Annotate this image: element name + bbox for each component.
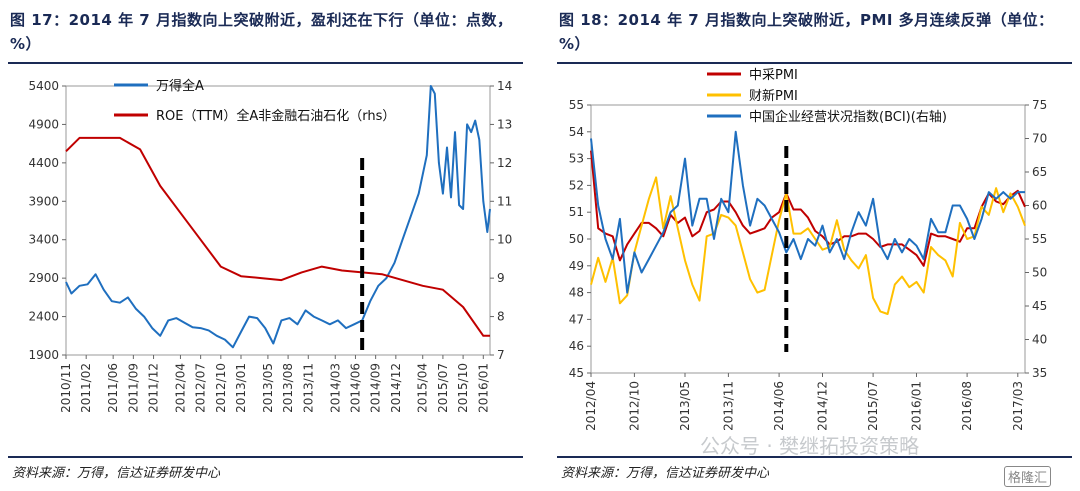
x-tick-label: 2013/11 xyxy=(721,381,735,431)
right-y-tick-label: 75 xyxy=(1032,98,1047,112)
left-y-tick-label: 45 xyxy=(569,366,584,380)
x-tick-label: 2014/12 xyxy=(815,381,829,431)
left-y-tick-label: 2400 xyxy=(28,310,59,324)
x-tick-label: 2011/12 xyxy=(147,363,161,413)
series-line-2 xyxy=(590,176,1026,315)
x-tick-label: 2014/06 xyxy=(348,363,362,413)
x-tick-label: 2012/10 xyxy=(214,363,228,413)
source-note: 资料来源：万得，信达证券研发中心 xyxy=(561,466,770,481)
right-y-tick-label: 70 xyxy=(1032,132,1047,146)
x-tick-label: 2013/01 xyxy=(234,363,248,413)
legend-label-1: 中采PMI xyxy=(749,68,798,83)
legend-label-3: 中国企业经营状况指数(BCI)(右轴) xyxy=(749,109,947,125)
x-tick-label: 2015/07 xyxy=(436,363,450,413)
source-note: 资料来源：万得，信达证券研发中心 xyxy=(12,466,221,481)
left-y-tick-label: 5400 xyxy=(28,79,59,93)
x-tick-label: 2013/08 xyxy=(281,363,295,413)
right-y-tick-label: 35 xyxy=(1032,366,1047,380)
x-tick-label: 2013/11 xyxy=(301,363,315,413)
title-rule xyxy=(557,62,1072,64)
x-tick-label: 2014/09 xyxy=(369,363,383,413)
left-y-tick-label: 4900 xyxy=(28,117,59,131)
x-tick-label: 2014/03 xyxy=(328,363,342,413)
x-tick-label: 2013/05 xyxy=(261,363,275,413)
x-tick-label: 2016/01 xyxy=(910,381,924,431)
chart-title: 图 18：2014 年 7 月指数向上突破附近，PMI 多月连续反弹（单位：%） xyxy=(559,11,1054,53)
left-y-tick-label: 53 xyxy=(569,152,584,166)
left-y-tick-label: 52 xyxy=(569,178,584,192)
legend-label-2: ROE（TTM）全A非金融石油石化（rhs） xyxy=(156,108,395,124)
chart-svg-18: 45 46 47 48 49 50 51 52 53 54 55 35 40 45 50 55 60 65 70 75… xyxy=(569,68,1048,431)
x-tick-label: 2012/04 xyxy=(584,381,598,431)
x-tick-label: 2013/05 xyxy=(678,381,692,431)
plot-frame xyxy=(65,85,491,356)
legend-label-1: 万得全A xyxy=(156,78,204,94)
right-y-tick-label: 12 xyxy=(497,156,512,170)
x-tick-label: 2011/02 xyxy=(79,363,93,413)
right-y-tick-label: 11 xyxy=(497,194,512,208)
left-y-tick-label: 47 xyxy=(569,312,584,326)
left-y-tick-label: 55 xyxy=(569,98,584,112)
left-y-tick-label: 48 xyxy=(569,286,584,300)
legend-label-2: 财新PMI xyxy=(749,88,798,104)
x-tick-label: 2012/10 xyxy=(627,381,641,431)
chart-panel-17: 图 17：2014 年 7 月指数向上突破附近，盈利还在下行（单位：点数，%） … xyxy=(0,0,531,491)
x-tick-label: 2015/04 xyxy=(416,363,430,413)
right-y-tick-label: 8 xyxy=(497,310,505,324)
left-y-tick-label: 1900 xyxy=(28,348,59,362)
left-y-tick-label: 3400 xyxy=(28,233,59,247)
left-y-tick-label: 54 xyxy=(569,125,584,139)
x-tick-label: 2015/07 xyxy=(866,381,880,431)
brand-logo: 格隆汇 xyxy=(1004,466,1052,487)
source-rule xyxy=(557,456,1072,458)
right-y-tick-label: 14 xyxy=(497,79,512,93)
series-line-3 xyxy=(590,130,1025,294)
x-tick-label: 2011/06 xyxy=(106,363,120,413)
series-line-1 xyxy=(590,150,1026,267)
x-tick-label: 2010/11 xyxy=(59,363,73,413)
left-y-tick-label: 2900 xyxy=(28,271,59,285)
x-tick-label: 2017/03 xyxy=(1011,381,1025,431)
right-y-tick-label: 50 xyxy=(1032,266,1047,280)
x-tick-label: 2015/10 xyxy=(456,363,470,413)
left-y-tick-label: 46 xyxy=(569,339,584,353)
title-rule xyxy=(8,62,523,64)
right-y-tick-label: 40 xyxy=(1032,333,1047,347)
left-y-tick-label: 50 xyxy=(569,232,584,246)
right-y-tick-label: 13 xyxy=(497,117,512,131)
x-tick-label: 2016/08 xyxy=(960,381,974,431)
left-y-tick-label: 49 xyxy=(569,259,584,273)
series-line-1 xyxy=(65,85,491,349)
x-tick-label: 2011/09 xyxy=(126,363,140,413)
right-y-tick-label: 45 xyxy=(1032,299,1047,313)
chart-svg-17: 1900 2400 2900 3400 3900 4400 4900 5400 7 8 9 10 11 1… xyxy=(28,78,512,413)
right-y-tick-label: 60 xyxy=(1032,199,1047,213)
x-tick-label: 2016/01 xyxy=(476,363,490,413)
x-tick-label: 2014/12 xyxy=(389,363,403,413)
series-line-2 xyxy=(65,136,490,337)
right-y-tick-label: 55 xyxy=(1032,232,1047,246)
watermark: 公众号 · 樊继拓投资策略 xyxy=(700,434,920,458)
x-tick-label: 2014/06 xyxy=(772,381,786,431)
source-rule xyxy=(8,456,523,458)
right-y-tick-label: 7 xyxy=(497,348,505,362)
x-tick-label: 2012/04 xyxy=(173,363,187,413)
chart-title: 图 17：2014 年 7 月指数向上突破附近，盈利还在下行（单位：点数，%） xyxy=(10,11,513,53)
left-y-tick-label: 51 xyxy=(569,205,584,219)
right-y-tick-label: 10 xyxy=(497,233,512,247)
left-y-tick-label: 3900 xyxy=(28,194,59,208)
right-y-tick-label: 9 xyxy=(497,271,505,285)
chart-panel-18: 图 18：2014 年 7 月指数向上突破附近，PMI 多月连续反弹（单位：%）… xyxy=(549,0,1080,491)
left-y-tick-label: 4400 xyxy=(28,156,59,170)
x-tick-label: 2012/07 xyxy=(194,363,208,413)
right-y-tick-label: 65 xyxy=(1032,165,1047,179)
